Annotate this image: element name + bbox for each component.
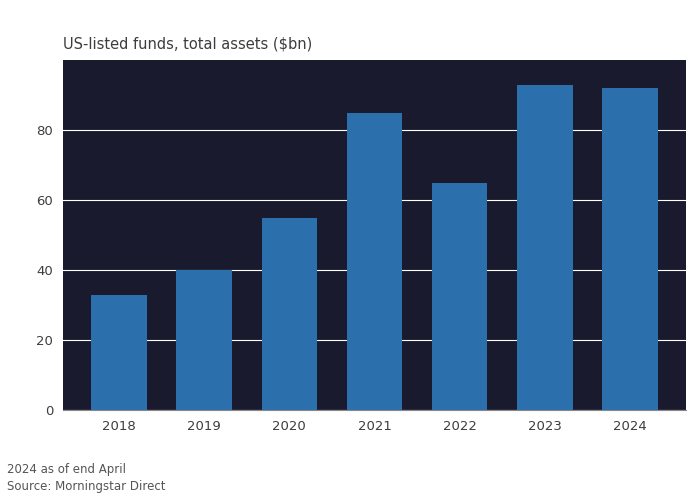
Bar [91, 294, 147, 410]
Bar [262, 218, 317, 410]
Bar [346, 112, 402, 410]
Bar [602, 88, 658, 410]
Text: US-listed funds, total assets ($bn): US-listed funds, total assets ($bn) [63, 37, 312, 52]
Bar [517, 84, 573, 410]
Bar [176, 270, 232, 410]
Text: Source: Morningstar Direct: Source: Morningstar Direct [7, 480, 165, 493]
Bar [432, 182, 487, 410]
Text: 2024 as of end April: 2024 as of end April [7, 462, 126, 475]
